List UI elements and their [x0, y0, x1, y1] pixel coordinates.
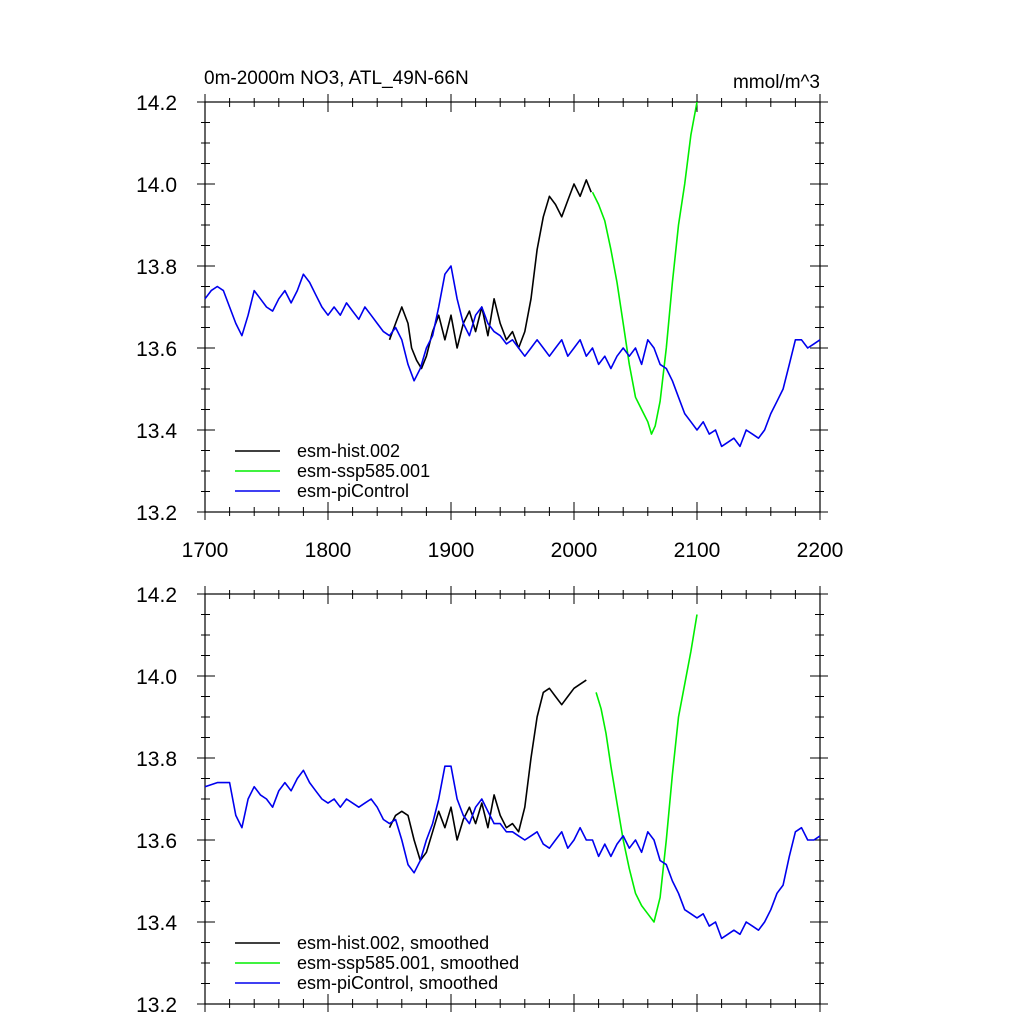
top-xtick-label: 1900	[428, 539, 475, 562]
bottom-ytick-label: 14.2	[136, 584, 177, 607]
top-series-line-0	[388, 179, 592, 370]
bottom-ytick-label: 13.8	[136, 748, 177, 771]
bottom-panel: 13.2 13.4 13.6 13.8 14.0 14.2 esm-hist.002, sm…	[136, 584, 828, 1017]
bottom-ytick-label: 13.2	[136, 994, 177, 1017]
bottom-series-line-0	[388, 679, 587, 862]
top-xtick-label: 1700	[182, 539, 229, 562]
top-legend-label-1: esm-ssp585.001	[297, 461, 430, 481]
top-title: 0m-2000m NO3, ATL_49N-66N	[204, 68, 469, 89]
bottom-series-line-2	[204, 765, 821, 940]
top-ytick-label: 13.8	[136, 256, 177, 279]
bottom-legend-label-0: esm-hist.002, smoothed	[297, 933, 489, 953]
top-legend-label-0: esm-hist.002	[297, 441, 400, 461]
bottom-ytick-label: 13.6	[136, 830, 177, 853]
top-series-line-1	[591, 101, 698, 435]
bottom-series-line-1	[595, 614, 698, 923]
top-ytick-label: 13.4	[136, 420, 177, 443]
top-panel: 0m-2000m NO3, ATL_49N-66N mmol/m^3 1700 1…	[136, 68, 843, 562]
bottom-ytick-label: 14.0	[136, 666, 177, 689]
top-ytick-label: 14.2	[136, 92, 177, 115]
top-ytick-label: 13.2	[136, 502, 177, 525]
top-legend-label-2: esm-piControl	[297, 481, 409, 501]
bottom-legend-label-2: esm-piControl, smoothed	[297, 973, 498, 993]
top-series-line-2	[204, 265, 821, 448]
top-ytick-label: 13.6	[136, 338, 177, 361]
bottom-legend-label-1: esm-ssp585.001, smoothed	[297, 953, 519, 973]
bottom-ytick-label: 13.4	[136, 912, 177, 935]
top-xtick-label: 1800	[305, 539, 352, 562]
top-xtick-label: 2100	[674, 539, 721, 562]
top-ytick-label: 14.0	[136, 174, 177, 197]
top-units: mmol/m^3	[733, 72, 820, 93]
top-xtick-label: 2000	[551, 539, 598, 562]
top-xtick-label: 2200	[797, 539, 844, 562]
